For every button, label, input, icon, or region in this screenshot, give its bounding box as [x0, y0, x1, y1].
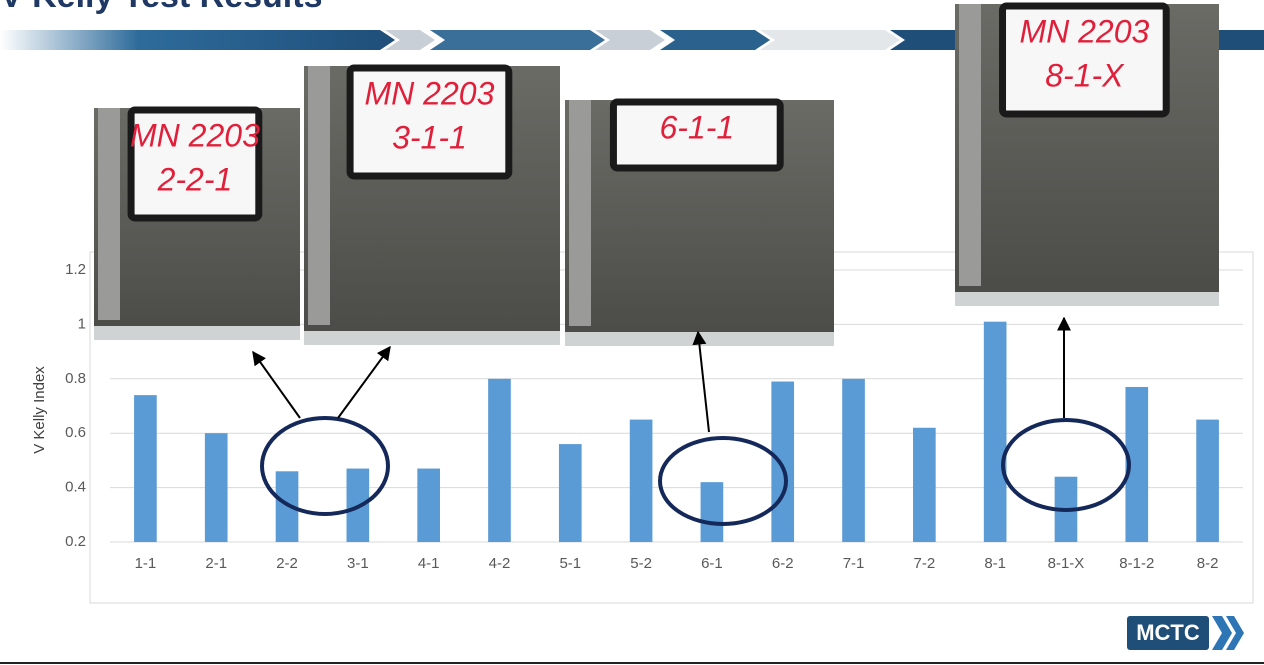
- logo: MCTC: [1127, 616, 1244, 650]
- y-tick-label: 0.2: [65, 533, 86, 550]
- whiteboard-text: 2-2-1: [157, 161, 233, 197]
- photo-base: [94, 326, 300, 340]
- bar: [913, 427, 936, 542]
- whiteboard: [346, 64, 513, 180]
- bar: [1196, 419, 1219, 542]
- x-tick-label: 5-1: [559, 555, 581, 572]
- photo-ruler: [569, 100, 591, 326]
- whiteboard-text: MN 2203: [365, 75, 495, 111]
- y-axis-label: V Kelly Index: [31, 366, 48, 454]
- x-tick-label: 1-1: [135, 555, 157, 572]
- x-tick-label: 8-1-X: [1048, 555, 1085, 572]
- y-tick-label: 0.4: [65, 479, 86, 496]
- x-tick-label: 2-1: [205, 555, 227, 572]
- x-tick-label: 8-2: [1197, 555, 1219, 572]
- whiteboard: [999, 2, 1170, 118]
- photo-base: [304, 331, 560, 345]
- x-tick-label: 3-1: [347, 555, 369, 572]
- x-tick-label: 6-1: [701, 555, 723, 572]
- x-tick-label: 6-2: [772, 555, 794, 572]
- photos: MN 2203 2-2-1 MN 2203 3-1-1 6-1-1 MN 2203 8-1-…: [94, 2, 1219, 346]
- y-tick-label: 1.2: [65, 261, 86, 278]
- whiteboard-text: 3-1-1: [392, 119, 467, 155]
- y-tick-label: 1: [78, 315, 86, 332]
- x-tick-label: 4-1: [418, 555, 440, 572]
- logo-text: MCTC: [1136, 620, 1200, 645]
- bar: [558, 444, 582, 542]
- bar: [134, 395, 157, 542]
- bar: [629, 419, 653, 542]
- whiteboard-text: MN 2203: [130, 117, 260, 153]
- bar: [417, 468, 440, 542]
- y-tick-label: 0.6: [65, 424, 86, 441]
- whiteboard: [609, 98, 784, 172]
- whiteboard-text: MN 2203: [1019, 13, 1149, 49]
- x-tick-label: 2-2: [276, 555, 298, 572]
- bar: [488, 378, 511, 542]
- bar: [700, 482, 724, 542]
- x-tick-label: 7-1: [843, 555, 865, 572]
- bar: [204, 433, 228, 542]
- photo-ruler: [98, 108, 120, 320]
- x-tick-label: 7-2: [914, 555, 936, 572]
- bar: [1125, 386, 1149, 542]
- bar: [983, 321, 1007, 542]
- photo-ruler: [959, 4, 981, 286]
- photo-ruler: [308, 66, 330, 325]
- x-tick-label: 4-2: [489, 555, 511, 572]
- arrows: [252, 316, 1071, 433]
- bar: [842, 378, 865, 542]
- whiteboard-text: 8-1-X: [1045, 57, 1125, 93]
- bar: [771, 381, 795, 542]
- slide-title: V Kelly Test Results: [0, 0, 323, 15]
- whiteboard: [127, 106, 263, 222]
- x-tick-label: 5-2: [630, 555, 652, 572]
- x-tick-label: 8-1: [984, 555, 1006, 572]
- y-tick-label: 0.8: [65, 370, 86, 387]
- photo-base: [955, 292, 1219, 306]
- highlights: [260, 416, 1131, 526]
- x-tick-label: 8-1-2: [1119, 555, 1154, 572]
- whiteboard-text: 6-1-1: [659, 109, 734, 145]
